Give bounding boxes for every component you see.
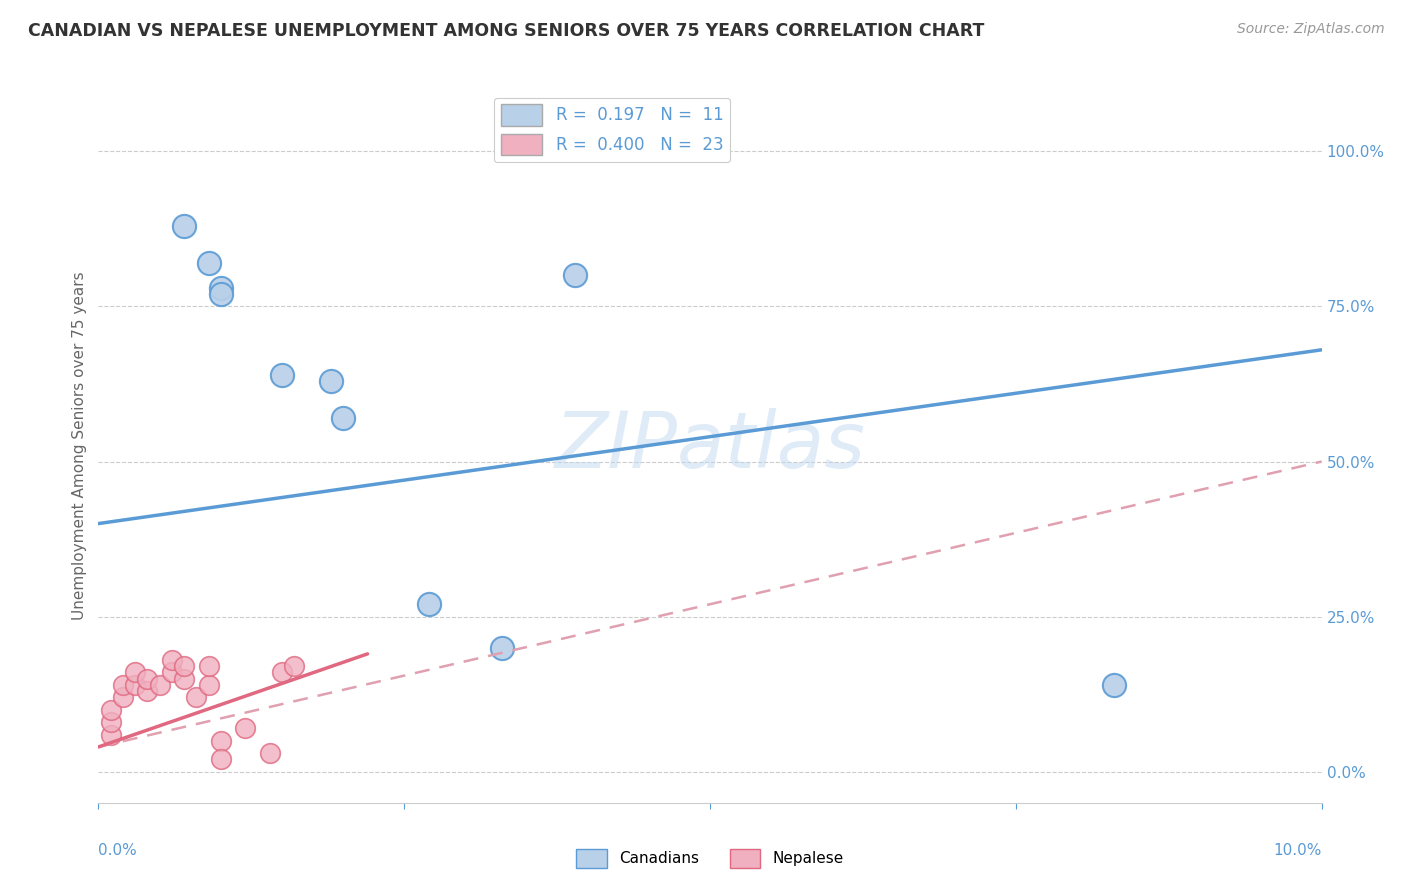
Point [100,727,122,741]
Point [173,672,195,686]
Point [491,640,513,655]
Point [197,256,219,270]
Point [149,678,172,692]
Point [160,665,183,680]
Point [1102,678,1125,692]
Point [173,219,195,233]
Text: 10.0%: 10.0% [1274,843,1322,858]
Text: ZIPatlas: ZIPatlas [554,408,866,484]
Point [111,690,134,705]
Point [197,678,219,692]
Point [160,653,183,667]
Point [332,411,354,425]
Point [418,597,440,611]
Point [319,374,342,388]
Point [136,672,159,686]
Legend: Canadians, Nepalese: Canadians, Nepalese [571,843,849,873]
Point [186,690,208,705]
Point [283,659,305,673]
Y-axis label: Unemployment Among Seniors over 75 years: Unemployment Among Seniors over 75 years [72,272,87,620]
Point [173,659,195,673]
Point [100,715,122,730]
Point [270,665,292,680]
Point [259,746,281,760]
Point [124,665,146,680]
Point [136,684,159,698]
Point [124,678,146,692]
Point [209,287,232,301]
Point [100,703,122,717]
Text: 0.0%: 0.0% [98,843,138,858]
Point [197,659,219,673]
Point [564,268,586,283]
Point [209,281,232,295]
Point [209,752,232,766]
Point [111,678,134,692]
Text: Source: ZipAtlas.com: Source: ZipAtlas.com [1237,22,1385,37]
Point [209,733,232,747]
Point [270,368,292,382]
Text: CANADIAN VS NEPALESE UNEMPLOYMENT AMONG SENIORS OVER 75 YEARS CORRELATION CHART: CANADIAN VS NEPALESE UNEMPLOYMENT AMONG … [28,22,984,40]
Point [233,722,256,736]
